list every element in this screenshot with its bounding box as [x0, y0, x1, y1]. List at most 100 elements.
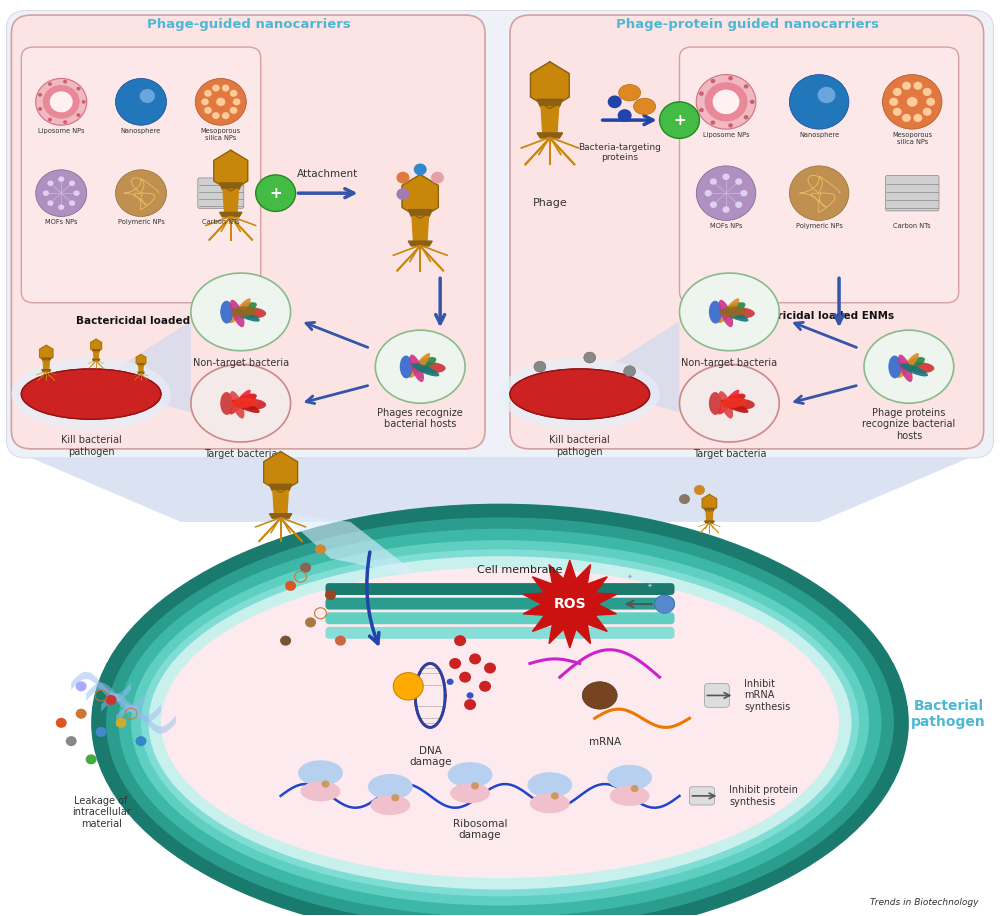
Circle shape [705, 190, 712, 196]
Circle shape [393, 672, 423, 700]
Polygon shape [269, 514, 292, 518]
Polygon shape [702, 495, 717, 512]
Ellipse shape [231, 306, 257, 317]
Circle shape [699, 92, 704, 96]
Text: Mesoporous
silica NPs: Mesoporous silica NPs [892, 132, 932, 145]
Polygon shape [43, 361, 49, 370]
Circle shape [43, 191, 49, 196]
Circle shape [212, 112, 220, 119]
Ellipse shape [610, 786, 650, 806]
Ellipse shape [191, 365, 291, 442]
Text: +: + [269, 186, 282, 201]
Circle shape [705, 82, 747, 122]
Circle shape [893, 88, 902, 96]
Ellipse shape [412, 364, 439, 376]
Text: Bacterial
pathogen: Bacterial pathogen [911, 699, 986, 729]
Ellipse shape [448, 762, 493, 788]
Polygon shape [408, 210, 432, 216]
Ellipse shape [510, 369, 650, 420]
Circle shape [321, 780, 329, 788]
Circle shape [63, 80, 67, 83]
Circle shape [696, 74, 756, 129]
Circle shape [467, 692, 474, 699]
Ellipse shape [239, 307, 266, 318]
Circle shape [534, 361, 546, 372]
Polygon shape [408, 241, 432, 245]
Circle shape [222, 84, 229, 92]
Circle shape [789, 166, 849, 221]
Text: Liposome NPs: Liposome NPs [703, 132, 749, 137]
Circle shape [47, 180, 53, 186]
Ellipse shape [418, 362, 446, 373]
Text: Nanosphere: Nanosphere [799, 132, 839, 137]
Polygon shape [94, 352, 99, 359]
Circle shape [923, 88, 932, 96]
Polygon shape [91, 321, 191, 412]
Circle shape [115, 79, 167, 125]
Text: MOFs NPs: MOFs NPs [710, 224, 742, 229]
Polygon shape [402, 175, 438, 218]
Circle shape [58, 204, 64, 210]
Circle shape [735, 179, 742, 185]
Polygon shape [220, 183, 242, 190]
Ellipse shape [907, 362, 934, 373]
Circle shape [195, 79, 246, 125]
Ellipse shape [230, 299, 251, 323]
Circle shape [222, 112, 229, 119]
Circle shape [449, 658, 461, 669]
Text: Polymeric NPs: Polymeric NPs [118, 219, 164, 225]
Polygon shape [42, 370, 51, 371]
Text: Phage-guided nanocarriers: Phage-guided nanocarriers [147, 17, 351, 31]
Ellipse shape [709, 300, 722, 323]
Ellipse shape [728, 398, 755, 409]
Text: Attachment: Attachment [297, 169, 358, 180]
Ellipse shape [375, 330, 465, 403]
Ellipse shape [161, 568, 839, 878]
Circle shape [82, 100, 86, 104]
Circle shape [696, 166, 756, 221]
Circle shape [655, 595, 675, 613]
Circle shape [212, 84, 220, 92]
FancyBboxPatch shape [21, 47, 261, 303]
Text: Inhibit
mRNA
synthesis: Inhibit mRNA synthesis [744, 679, 791, 712]
Ellipse shape [719, 391, 733, 419]
Circle shape [679, 494, 690, 504]
Ellipse shape [233, 302, 257, 316]
Polygon shape [412, 216, 428, 241]
FancyBboxPatch shape [325, 612, 675, 624]
Circle shape [744, 84, 748, 89]
Ellipse shape [619, 84, 641, 101]
Circle shape [889, 98, 898, 106]
Circle shape [624, 365, 636, 376]
Ellipse shape [450, 783, 490, 803]
Text: Carbon NTs: Carbon NTs [202, 219, 240, 225]
Text: Cell membrane: Cell membrane [477, 565, 563, 575]
Text: ✦: ✦ [647, 583, 653, 589]
Text: Kill bacterial
pathogen: Kill bacterial pathogen [549, 435, 610, 457]
Circle shape [454, 635, 466, 646]
FancyBboxPatch shape [11, 15, 485, 449]
Circle shape [907, 97, 918, 107]
Circle shape [36, 79, 87, 125]
FancyBboxPatch shape [510, 15, 984, 449]
Circle shape [285, 581, 296, 591]
Circle shape [48, 118, 52, 122]
Polygon shape [273, 491, 288, 514]
Circle shape [479, 681, 491, 692]
Circle shape [710, 202, 717, 208]
Polygon shape [531, 62, 569, 109]
Ellipse shape [368, 774, 413, 800]
Circle shape [201, 98, 209, 105]
Text: MOFs NPs: MOFs NPs [45, 219, 77, 225]
Circle shape [660, 102, 699, 138]
Polygon shape [705, 508, 714, 511]
Circle shape [38, 93, 42, 97]
Ellipse shape [718, 389, 739, 415]
Ellipse shape [709, 392, 722, 415]
Circle shape [913, 114, 922, 122]
Circle shape [459, 671, 471, 682]
Ellipse shape [141, 550, 859, 897]
Circle shape [728, 76, 733, 81]
Polygon shape [139, 365, 143, 372]
Circle shape [464, 699, 476, 710]
